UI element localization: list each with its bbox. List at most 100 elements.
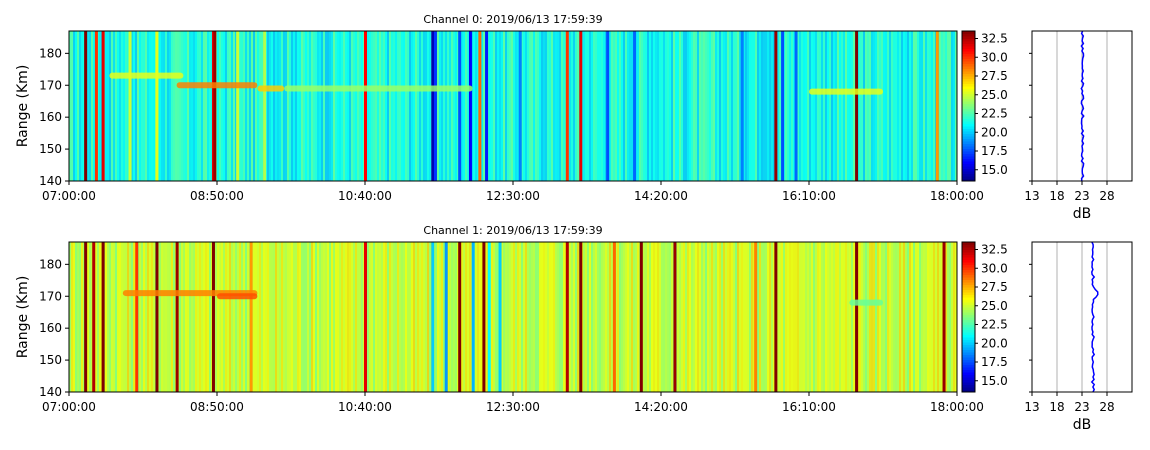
colorbar-band [962, 46, 975, 49]
heatmap-column [131, 242, 133, 392]
heatmap-column [909, 242, 911, 392]
colorbar-band [962, 369, 975, 373]
heatmap-column [267, 31, 269, 181]
colorbar-band [962, 168, 975, 172]
heatmap-column [231, 242, 233, 392]
heatmap-column [289, 31, 291, 181]
heatmap-column [563, 242, 565, 392]
colorbar-band [962, 302, 975, 305]
heatmap-column [621, 31, 623, 181]
heatmap-column [743, 31, 745, 181]
heatmap-stripe [781, 31, 785, 181]
heatmap-column [143, 31, 145, 181]
heatmap-echo [284, 85, 473, 92]
x-tick-label: 14:20:00 [634, 400, 688, 414]
heatmap-column [447, 242, 449, 392]
heatmap-column [321, 31, 323, 181]
heatmap-column [717, 242, 719, 392]
heatmap-column [657, 242, 659, 392]
heatmap-column [859, 242, 861, 392]
heatmap-column [345, 31, 347, 181]
heatmap-column [643, 242, 645, 392]
heatmap-column [541, 242, 543, 392]
heatmap-column [273, 31, 275, 181]
heatmap-column [925, 31, 927, 181]
heatmap-column [771, 31, 773, 181]
heatmap-column [693, 31, 695, 181]
heatmap-stripe [101, 31, 105, 181]
heatmap-column [625, 31, 627, 181]
heatmap-column [921, 242, 923, 392]
colorbar-band [962, 264, 975, 268]
heatmap-column [83, 242, 85, 392]
heatmap-column [141, 242, 143, 392]
heatmap-column [739, 242, 741, 392]
heatmap-column [879, 242, 881, 392]
heatmap-column [513, 242, 515, 392]
heatmap-column [669, 31, 671, 181]
heatmap-column [843, 242, 845, 392]
heatmap-column [649, 31, 651, 181]
heatmap-column [261, 31, 263, 181]
heatmap-column [215, 242, 217, 392]
heatmap-column [861, 242, 863, 392]
heatmap-column [327, 31, 329, 181]
heatmap-column [235, 31, 237, 181]
heatmap-column [789, 242, 791, 392]
heatmap-column [119, 31, 121, 181]
colorbar-band [962, 163, 975, 167]
heatmap-column [547, 31, 549, 181]
heatmap-column [473, 31, 475, 181]
heatmap-column [819, 31, 821, 181]
heatmap-column [805, 242, 807, 392]
heatmap-column [853, 31, 855, 181]
heatmap-column [715, 31, 717, 181]
heatmap-column [701, 31, 703, 181]
heatmap-column [637, 242, 639, 392]
heatmap-column [189, 31, 191, 181]
heatmap-column [597, 31, 599, 181]
heatmap-column [759, 31, 761, 181]
heatmap-column [645, 31, 647, 181]
heatmap-column [943, 31, 945, 181]
heatmap-column [399, 31, 401, 181]
heatmap-column [239, 31, 241, 181]
heatmap-column [347, 242, 349, 392]
heatmap-column [725, 242, 727, 392]
heatmap-column [255, 242, 257, 392]
heatmap-column [251, 31, 253, 181]
colorbar-band [962, 289, 975, 293]
heatmap-column [69, 242, 71, 392]
y-tick-label: 140 [39, 174, 62, 188]
heatmap-column [779, 31, 781, 181]
colorbar-band [962, 297, 975, 300]
heatmap-column [587, 31, 589, 181]
heatmap-column [209, 31, 211, 181]
heatmap-column [847, 242, 849, 392]
heatmap-column [137, 31, 139, 181]
colorbar-band [962, 282, 975, 285]
heatmap-column [313, 31, 315, 181]
heatmap-column [229, 31, 231, 181]
heatmap-column [759, 242, 761, 392]
heatmap-echo [257, 85, 285, 92]
heatmap-column [729, 31, 731, 181]
heatmap-column [529, 242, 531, 392]
heatmap-column [123, 242, 125, 392]
heatmap-column [793, 242, 795, 392]
heatmap-column [493, 242, 495, 392]
heatmap-column [451, 31, 453, 181]
heatmap-column [533, 31, 535, 181]
heatmap-column [593, 242, 595, 392]
colorbar-band [962, 96, 975, 99]
heatmap-column [777, 31, 779, 181]
heatmap-column [697, 242, 699, 392]
heatmap-column [917, 242, 919, 392]
heatmap-stripe [468, 31, 472, 181]
colorbar-band [962, 126, 975, 129]
heatmap-column [699, 31, 701, 181]
heatmap-column [463, 31, 465, 181]
heatmap-column [543, 242, 545, 392]
heatmap-stripe [774, 242, 778, 392]
colorbar-band [962, 141, 975, 144]
